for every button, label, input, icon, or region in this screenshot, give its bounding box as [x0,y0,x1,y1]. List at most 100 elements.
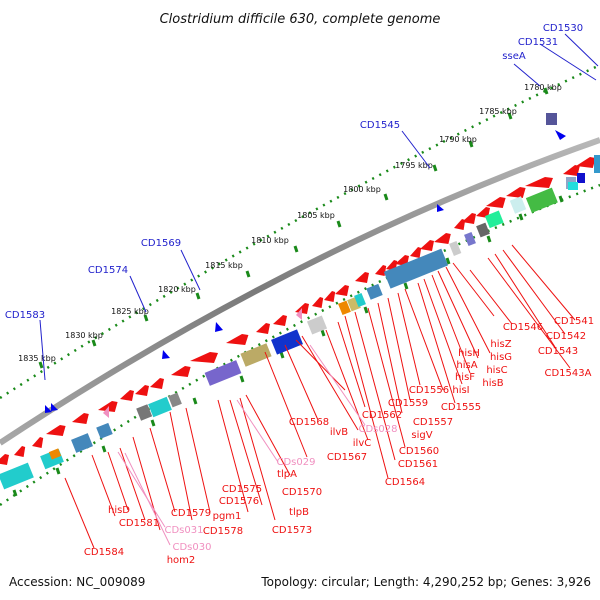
gene-label: tlpB [289,507,309,518]
scale-tick-label: 1780 kbp [524,83,562,92]
gene-arrow [150,378,164,389]
gene-arrow [324,291,336,302]
gene-arrow [0,454,9,465]
leader-line [229,399,263,506]
gene-arrow [454,219,466,230]
scale-tick [468,140,474,148]
label-leaders [39,33,599,549]
scale-tick-label: 1805 kbp [297,211,335,220]
gene-label: CD1559 [388,398,428,409]
gene-label: CDs028 [359,424,398,435]
scale-tick [293,245,299,253]
scale-tick-labels: 1780 kbp 1785 kbp 1790 kbp 1795 kbp 1800 kbp… [18,83,562,363]
scale-dotted-line [0,63,600,400]
scale-tick [336,220,342,228]
leader-line [264,351,308,458]
leader-line [423,278,463,385]
leader-line [149,427,176,513]
gene-arrow [256,323,270,334]
gene-arrow [72,413,89,424]
leader-line [239,397,276,521]
inner-tick [101,445,107,453]
pink-rna-marks [103,308,302,418]
forward-strand-genes [0,157,596,465]
gene-arrow [410,247,422,258]
gene-label: CD1561 [398,459,438,470]
gene-label: CD1564 [385,477,425,488]
gene-arrow [226,334,249,345]
scale-tick [245,270,251,278]
leader-line [502,249,566,335]
gene-label: CD1562 [362,410,402,421]
scale-tick [143,314,149,322]
leader-line [513,63,541,87]
scale-tick-label: 1825 kbp [111,307,149,316]
scale-tick-label: 1800 kbp [343,185,381,194]
inner-tick [192,397,198,405]
leader-line [129,275,147,313]
leader-line [445,266,491,354]
leader-line [295,339,346,391]
scale-tick [507,112,513,120]
gene-label: CD1574 [88,265,128,276]
scale-tick-label: 1785 kbp [479,107,517,116]
leader-line [387,297,411,401]
gene-label: CD1545 [360,120,400,131]
gene-arrow [312,297,324,308]
leader-line [39,319,46,381]
gene-arrow [375,265,387,276]
gene-arrow [335,285,349,296]
leader-line [301,335,359,431]
leader-line [404,288,444,391]
gene-label: hisF [455,372,475,383]
inner-tick [486,235,492,243]
gene-label: CD1543A [545,368,592,379]
leader-line [217,399,249,513]
inner-tick [558,195,564,203]
leader-line [325,329,369,441]
leader-line [91,454,116,517]
gene-label: CD1575 [222,484,262,495]
gene-label: sseA [502,51,526,62]
gene-arrow [135,385,149,396]
gene-arrow [32,437,44,448]
gene-arrow [506,187,526,198]
gene-label: sigV [411,430,432,441]
inner-tick [518,213,524,221]
leader-line [367,307,406,448]
inner-tick [403,282,409,290]
gene-label: tlpA [277,469,297,480]
gene-label: ilvB [330,427,348,438]
gene-label: CD1568 [289,417,329,428]
leader-line [309,344,366,426]
leader-line [397,292,421,386]
gene-label: CD1531 [518,37,558,48]
scale-tick [38,361,44,369]
gene-arrow [171,366,191,377]
inner-tick [55,467,61,475]
scale-tick [91,339,97,347]
scale-tick [543,87,549,95]
leader-line [180,249,201,291]
gene-arrow [486,197,506,208]
accession-text: Accession: NC_009089 [9,575,145,589]
gene-arrow [190,352,218,363]
gene-label: hom2 [167,555,196,566]
inner-tick [320,329,326,337]
scale-tick [383,193,389,201]
gene-label: CD1560 [399,446,439,457]
leader-line [539,43,597,81]
gene-arrow [120,390,134,401]
gene-arrow [46,425,66,436]
scale-tick [432,164,438,172]
leader-line [236,399,279,463]
gene-arrow [273,315,287,326]
scale-tick-label: 1820 kbp [158,285,196,294]
leader-line [284,344,319,421]
map-title: Clostridium difficile 630, complete geno… [160,12,441,27]
gene-label: CD1583 [5,310,45,321]
gene-label: CD1584 [84,547,124,558]
gene-block [546,113,557,125]
leader-line [469,269,513,325]
leader-line [119,447,146,521]
